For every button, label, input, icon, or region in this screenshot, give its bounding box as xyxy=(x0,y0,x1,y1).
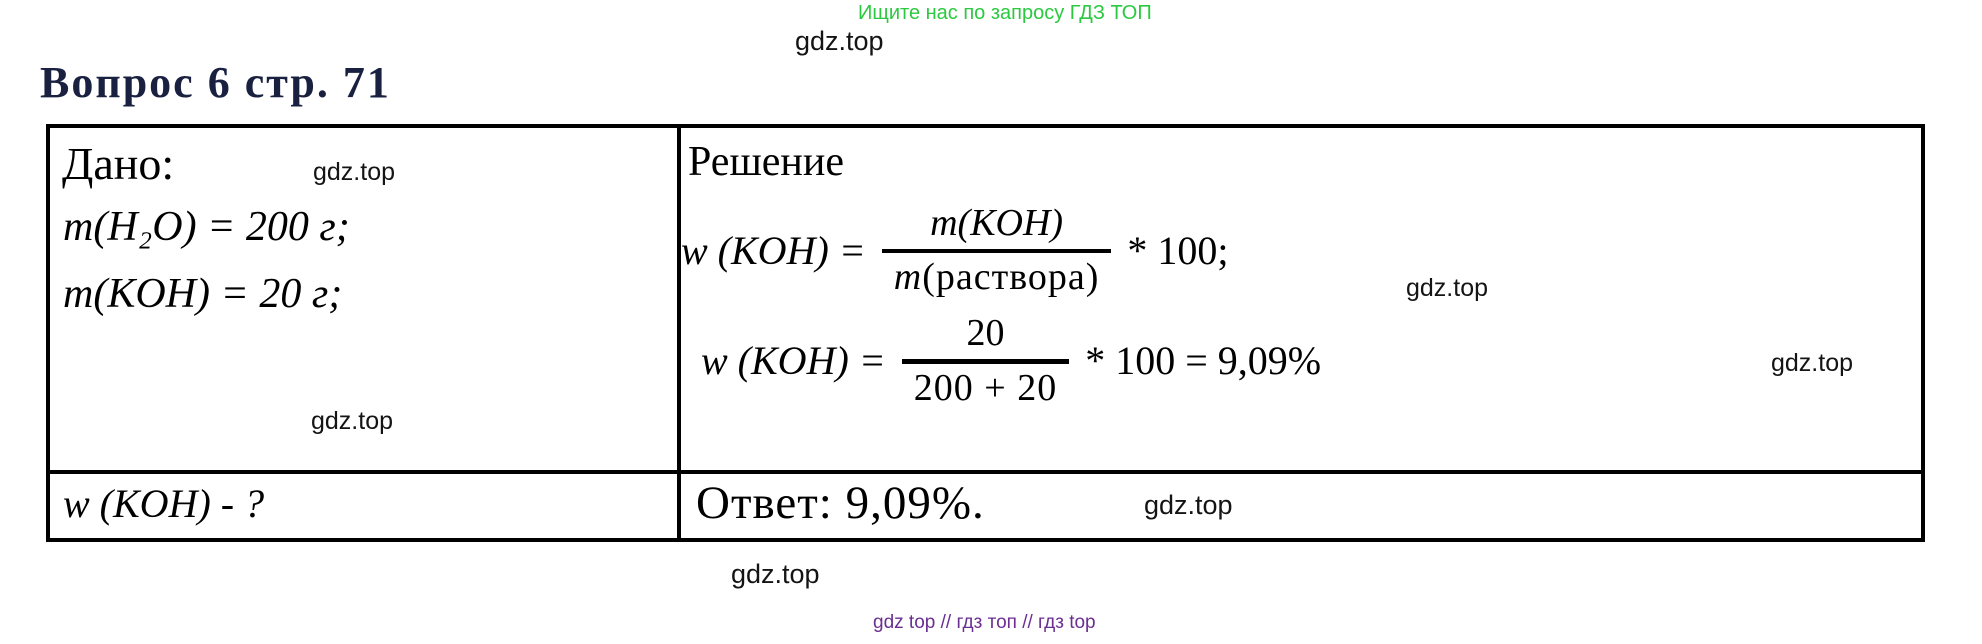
formula1-denominator-symbol: m xyxy=(893,256,923,298)
formula2-denominator: 200 + 20 xyxy=(901,358,1070,411)
formula1-lhs: w (KOH) = xyxy=(681,228,866,273)
formula1-rhs: * 100; xyxy=(1127,228,1229,273)
find-text: w (KOH) - ? xyxy=(63,481,265,526)
watermark-solution-2: gdz.top xyxy=(1771,349,1854,377)
given-line: m(KOH) = 20 г; xyxy=(63,271,343,317)
promo-text: Ищите нас по запросу ГДЗ ТОП xyxy=(858,2,1152,24)
formula2-rhs: * 100 = 9,09% xyxy=(1085,338,1322,383)
formula2-numerator: 20 xyxy=(966,311,1005,354)
watermark-solution-1: gdz.top xyxy=(1406,274,1489,302)
formula1-fraction: m(KOH) m(раствора) xyxy=(881,202,1112,300)
watermark-top: gdz.top xyxy=(795,26,884,56)
solution-table: Дано: gdz.top m(H₂O) = 200 г; m(KOH) = 2… xyxy=(46,124,1925,542)
watermark-answer: gdz.top xyxy=(1144,490,1233,520)
given-header: Дано: xyxy=(62,138,175,189)
solution-header: Решение xyxy=(688,139,845,185)
formula1-numerator: m(KOH) xyxy=(930,202,1064,245)
formula-calculation: w (KOH) = 20 200 + 20 * 100 = 9,09% xyxy=(701,306,1321,416)
given-line: m(H₂O) = 200 г; xyxy=(63,204,350,250)
formula-mass-fraction: w (KOH) = m(KOH) m(раствора) * 100; xyxy=(681,196,1229,306)
formula1-denominator-text: (раствора) xyxy=(922,256,1100,298)
watermark-given-2: gdz.top xyxy=(311,407,394,435)
page-title: Вопрос 6 стр. 71 xyxy=(40,58,391,107)
formula2-lhs: w (KOH) = xyxy=(701,338,886,383)
table-row-divider xyxy=(50,470,1921,474)
answer-text: Ответ: 9,09%. xyxy=(696,477,985,529)
watermark-given-1: gdz.top xyxy=(313,158,396,186)
footer-links: gdz top // гдз топ // гдз top xyxy=(873,612,1096,633)
formula1-denominator: m(раствора) xyxy=(881,249,1112,300)
formula2-fraction: 20 200 + 20 xyxy=(901,311,1070,411)
table-column-divider xyxy=(677,128,681,538)
watermark-bottom: gdz.top xyxy=(731,559,820,589)
